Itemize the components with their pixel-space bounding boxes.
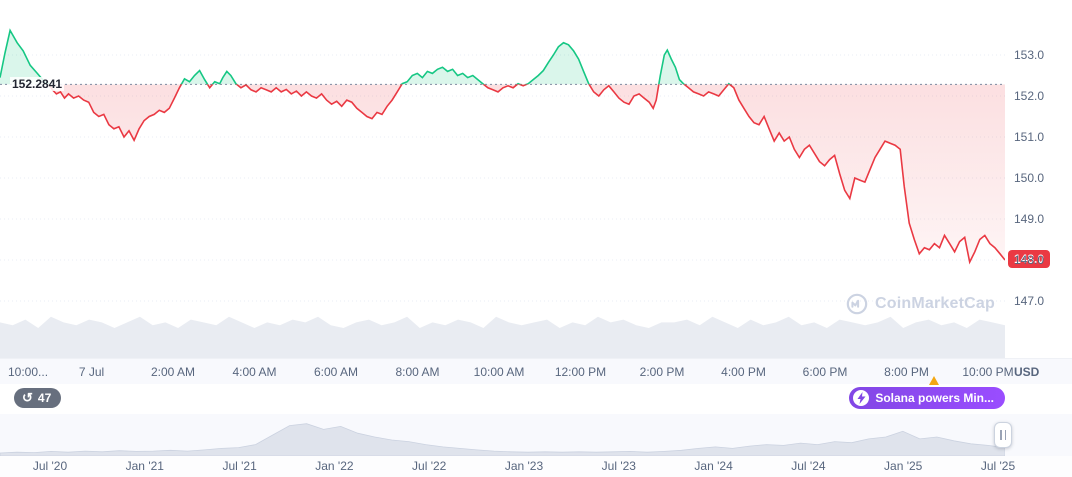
navigator-dates-row: Jul '20 Jan '21 Jul '21 Jan '22 Jul '22 Jan '… (0, 456, 1072, 477)
navigator-date-label: Jul '23 (601, 459, 636, 473)
promo-badge[interactable]: Solana powers Min... (849, 387, 1005, 409)
coinmarketcap-logo-icon (846, 293, 868, 315)
last-price-badge: 148.0 (1008, 250, 1051, 268)
watermark-label: CoinMarketCap (875, 295, 995, 312)
y-axis-label: 147.0 (1014, 294, 1045, 308)
x-axis-label: 8:00 PM (884, 365, 929, 379)
history-count-badge[interactable]: ↺ 47 (14, 388, 62, 408)
x-axis-label: 4:00 AM (232, 365, 277, 379)
navigator-date-label: Jul '21 (222, 459, 257, 473)
badges-row: ↺ 47 Solana powers Min... (0, 376, 1072, 414)
lightning-icon (853, 390, 870, 406)
x-axis-label: 2:00 PM (639, 365, 685, 379)
main-chart-area: 152.2841 CoinMarketCap 148.0 153.0 152.0 1… (0, 0, 1072, 358)
navigator-date-label: Jul '22 (412, 459, 447, 473)
promo-label: Solana powers Min... (875, 391, 994, 405)
x-axis[interactable]: USD 10:00... 7 Jul 2:00 AM 4:00 AM 6:00 AM 8:… (0, 358, 1072, 384)
x-axis-label: 10:00... (8, 365, 49, 379)
x-axis-label: 12:00 PM (554, 365, 607, 379)
y-axis-label: 150.0 (1014, 171, 1045, 185)
x-axis-label: 8:00 AM (395, 365, 440, 379)
range-navigator[interactable] (0, 414, 1072, 456)
x-axis-label: 6:00 AM (313, 365, 359, 379)
x-axis-label: 2:00 AM (150, 365, 196, 379)
navigator-date-label: Jan '23 (504, 459, 544, 473)
event-marker-icon[interactable] (929, 376, 939, 385)
x-axis-label: 6:00 PM (802, 365, 848, 379)
y-axis-label: 152.0 (1014, 89, 1045, 103)
x-axis-label: 10:00 PM (962, 365, 1014, 379)
navigator-date-label: Jul '20 (32, 459, 68, 473)
grip-bar (1000, 430, 1002, 440)
navigator-date-label: Jan '22 (315, 459, 354, 473)
x-axis-label: 7 Jul (78, 365, 105, 379)
history-count: 47 (37, 391, 52, 405)
x-axis-label: 10:00 AM (473, 365, 525, 379)
navigator-date-label: Jan '24 (694, 459, 733, 473)
history-icon: ↺ (22, 390, 33, 405)
grip-bar (1004, 430, 1006, 440)
navigator-date-label: Jul '25 (980, 459, 1016, 473)
watermark: CoinMarketCap (846, 293, 995, 315)
navigator-date-label: Jul '24 (791, 459, 826, 473)
x-axis-label: 4:00 PM (721, 365, 766, 379)
y-axis-label: 151.0 (1014, 130, 1045, 144)
y-axis[interactable]: 148.0 153.0 152.0 151.0 150.0 149.0 148.0 147.… (1005, 0, 1072, 358)
y-axis-label: 148.0 (1014, 253, 1045, 267)
baseline-price-label: 152.2841 (10, 77, 65, 91)
y-axis-label: 153.0 (1014, 48, 1045, 62)
navigator-chart[interactable] (0, 414, 1005, 456)
price-chart[interactable] (0, 0, 1005, 358)
unit-label: USD (1014, 365, 1040, 379)
navigator-date-label: Jan '21 (125, 459, 164, 473)
navigator-handle[interactable] (994, 422, 1012, 448)
navigator-date-label: Jan '25 (884, 459, 923, 473)
y-axis-label: 149.0 (1014, 212, 1045, 226)
